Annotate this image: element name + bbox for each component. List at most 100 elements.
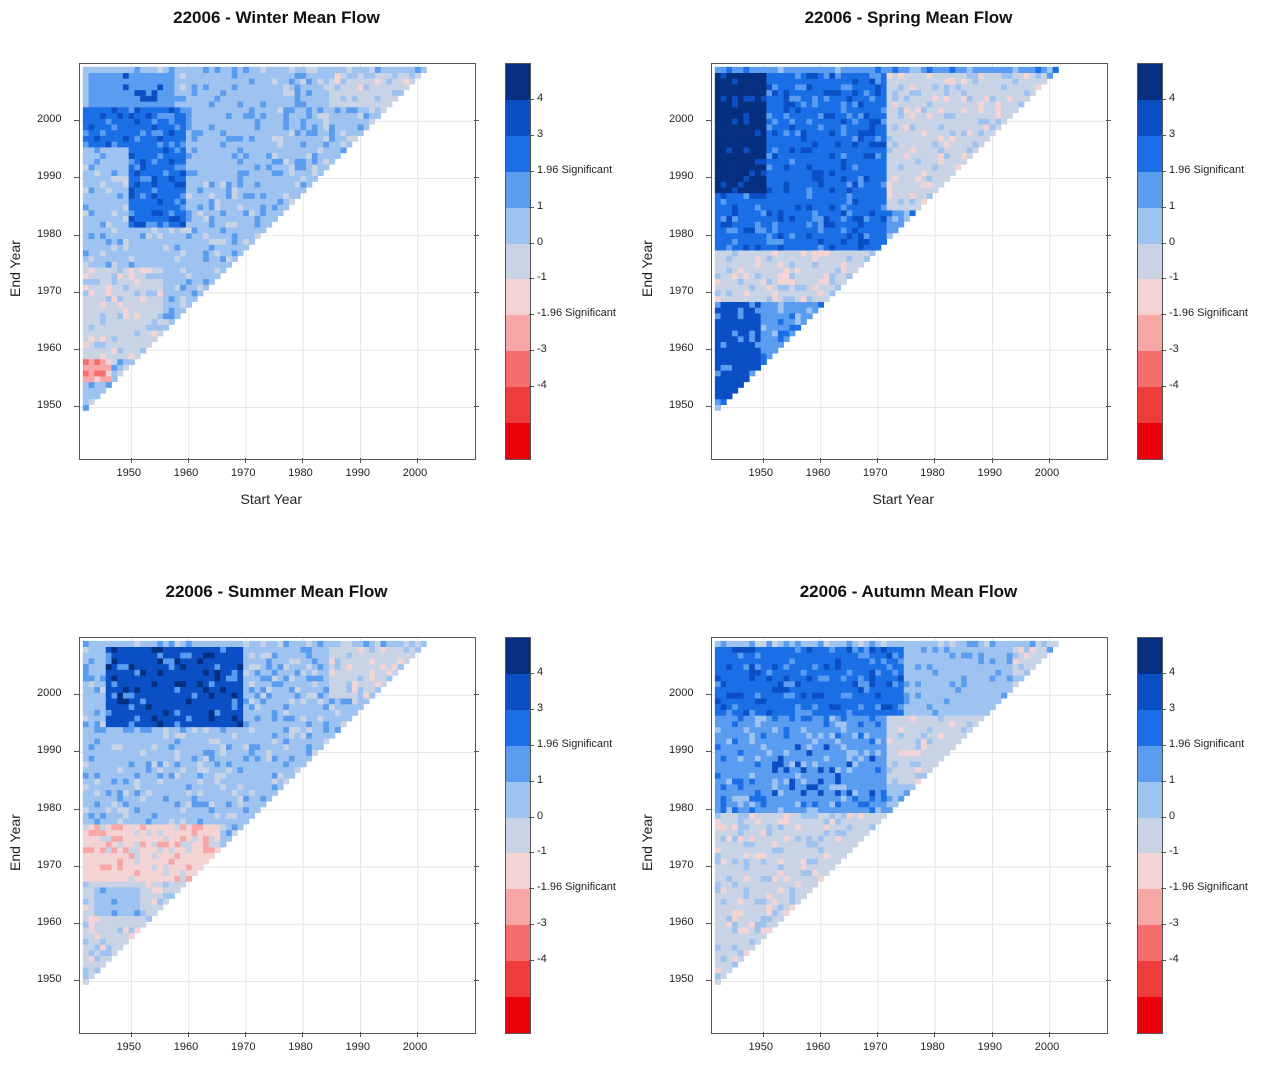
heatmap-cell <box>892 124 899 131</box>
heatmap-cell <box>817 175 825 182</box>
heatmap-cell <box>789 141 796 148</box>
heatmap-cell <box>111 78 118 85</box>
heatmap-cell <box>943 175 950 182</box>
y-tick-mark-right <box>474 406 479 408</box>
heatmap-cell <box>932 181 939 188</box>
heatmap-cell <box>134 703 141 710</box>
heatmap-cell <box>795 192 802 199</box>
heatmap-cell <box>145 232 152 240</box>
heatmap-cell <box>248 187 256 194</box>
heatmap-cell <box>749 175 756 182</box>
heatmap-cell <box>938 78 945 85</box>
heatmap-cell <box>140 898 147 905</box>
heatmap-cell <box>732 307 739 314</box>
heatmap-cell <box>163 869 170 876</box>
heatmap-cell <box>105 652 112 659</box>
heatmap-cell <box>168 663 175 670</box>
heatmap-cell <box>151 778 158 785</box>
heatmap-cell <box>760 353 767 360</box>
heatmap-cell <box>163 669 170 676</box>
heatmap-cell <box>898 89 905 96</box>
heatmap-cell <box>783 106 790 114</box>
heatmap-cell <box>277 66 284 73</box>
heatmap-cell <box>772 324 779 331</box>
heatmap-cell <box>886 95 893 102</box>
heatmap-cell <box>248 227 256 234</box>
heatmap-cell <box>140 749 147 756</box>
heatmap-cell <box>294 135 301 142</box>
heatmap-cell <box>863 124 870 131</box>
heatmap-cell <box>140 66 147 73</box>
heatmap-cell <box>151 738 158 745</box>
heatmap-cell <box>857 164 865 171</box>
heatmap-cell <box>978 78 985 85</box>
heatmap-cell <box>357 78 364 85</box>
heatmap-cell <box>254 169 261 177</box>
heatmap-cell <box>168 290 175 297</box>
heatmap-cell <box>732 78 739 85</box>
heatmap-cell <box>145 881 152 888</box>
heatmap-cell <box>783 313 790 320</box>
heatmap-cell <box>943 164 950 171</box>
heatmap-cell <box>777 324 784 331</box>
heatmap-cell <box>915 101 922 108</box>
heatmap-cell <box>909 78 916 85</box>
heatmap-cell <box>892 204 899 211</box>
heatmap-cell <box>943 129 950 136</box>
heatmap-cell <box>168 101 175 108</box>
heatmap-cell <box>823 290 830 297</box>
heatmap-cell <box>323 101 330 108</box>
heatmap-cell <box>88 272 95 280</box>
heatmap-cell <box>111 703 118 710</box>
heatmap-cell <box>329 95 336 102</box>
heatmap-cell <box>283 118 290 125</box>
heatmap-cell <box>151 221 158 228</box>
heatmap-cell <box>197 89 204 96</box>
heatmap-cell <box>955 95 962 102</box>
heatmap-cell <box>1012 89 1019 96</box>
heatmap-cell <box>720 255 727 262</box>
heatmap-cell <box>117 675 124 682</box>
heatmap-cell <box>766 175 773 182</box>
heatmap-cell <box>134 147 141 154</box>
heatmap-cell <box>852 89 859 96</box>
heatmap-cell <box>100 915 107 922</box>
heatmap-cell <box>145 244 152 251</box>
heatmap-cell <box>915 89 922 96</box>
heatmap-cell <box>772 147 779 154</box>
heatmap-cell <box>966 72 973 79</box>
heatmap-cell <box>1012 78 1019 85</box>
heatmap-cell <box>306 169 313 177</box>
heatmap-cell <box>766 261 773 268</box>
heatmap-cell <box>117 164 124 171</box>
heatmap-cell <box>100 938 107 945</box>
heatmap-cell <box>111 324 118 331</box>
heatmap-cell <box>995 124 1002 131</box>
heatmap-cell <box>732 135 739 142</box>
heatmap-cell <box>955 147 962 154</box>
heatmap-cell <box>128 267 135 274</box>
heatmap-cell <box>185 795 193 802</box>
y-tick-mark <box>706 177 711 179</box>
heatmap-cell <box>898 209 905 217</box>
heatmap-cell <box>82 721 89 728</box>
heatmap-cell <box>122 318 130 325</box>
heatmap-cell <box>829 290 836 297</box>
heatmap-cell <box>105 118 112 125</box>
heatmap-cell <box>180 738 187 745</box>
heatmap-cell <box>128 835 135 842</box>
heatmap-cell <box>806 129 813 136</box>
heatmap-cell <box>357 66 364 73</box>
heatmap-cell <box>145 669 152 676</box>
heatmap-cell <box>214 129 221 136</box>
heatmap-cell <box>151 164 158 171</box>
heatmap-cell <box>128 147 135 154</box>
heatmap-cell <box>783 135 790 142</box>
heatmap-cell <box>94 106 101 114</box>
heatmap-cell <box>140 829 147 836</box>
heatmap-cell <box>720 261 727 268</box>
heatmap-cell <box>714 101 721 108</box>
heatmap-cell <box>795 147 802 154</box>
heatmap-cell <box>892 164 899 171</box>
heatmap-cell <box>898 112 905 119</box>
